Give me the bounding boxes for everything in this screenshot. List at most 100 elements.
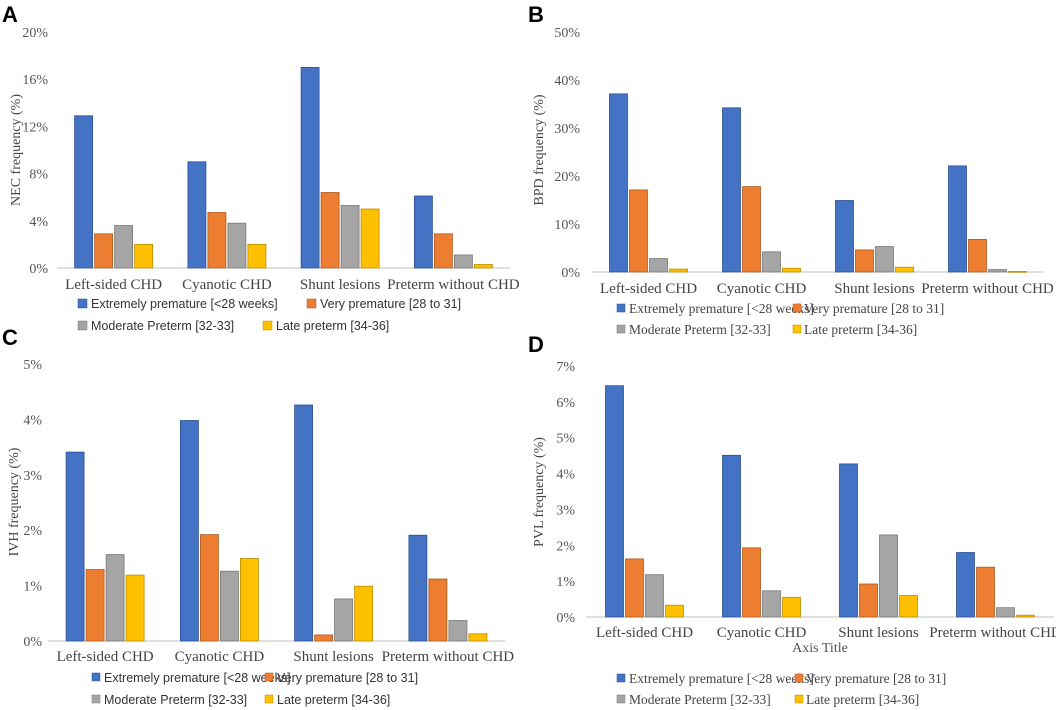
bar-very	[314, 634, 334, 642]
legend-label-extremely: Extremely premature [<28 weeks]	[629, 301, 814, 316]
bar-moderate	[227, 222, 247, 269]
y-tick-label: 5%	[23, 358, 42, 373]
category-label: Left-sided CHD	[57, 649, 154, 665]
bar-extremely	[948, 165, 967, 273]
y-tick-label: 8%	[29, 168, 48, 183]
y-tick-label: 6%	[556, 396, 575, 411]
panel-letter: D	[528, 332, 544, 357]
category-label: Cyanotic CHD	[717, 625, 807, 641]
bar-extremely	[722, 454, 741, 618]
bar-late	[782, 267, 801, 273]
bar-extremely	[294, 404, 314, 642]
category-label: Left-sided CHD	[600, 281, 697, 297]
bar-late	[1008, 271, 1027, 273]
y-tick-label: 2%	[556, 539, 575, 554]
category-label: Cyanotic CHD	[175, 649, 265, 665]
category-label: Shunt lesions	[293, 649, 374, 665]
x-axis-label: Axis Title	[792, 641, 848, 656]
category-labels: Left-sided CHD Cyanotic CHD Shunt lesions P…	[65, 277, 520, 293]
y-tick-label: 0%	[561, 266, 580, 281]
legend: Extremely premature [<28 weeks] Very pre…	[616, 671, 946, 707]
y-tick-label: 40%	[554, 74, 580, 89]
legend-swatch-late	[262, 320, 273, 331]
legend-swatch-moderate	[616, 694, 626, 704]
bars	[74, 67, 493, 269]
bar-very	[94, 233, 113, 269]
y-axis-label: BPD frequency (%)	[532, 94, 547, 206]
legend: Extremely premature [<28 weeks] Very pre…	[91, 671, 418, 707]
category-label: Shunt lesions	[834, 281, 915, 297]
legend-swatch-very	[792, 303, 802, 313]
y-tick-label: 0%	[556, 611, 575, 626]
legend-swatch-moderate	[77, 320, 88, 331]
category-labels: Left-sided CHD Cyanotic CHD Shunt lesions P…	[600, 281, 1054, 297]
y-tick-label: 20%	[554, 170, 580, 185]
bar-very	[742, 186, 761, 273]
bar-late	[895, 266, 914, 273]
bars	[65, 404, 488, 642]
legend-label-moderate: Moderate Preterm [32-33]	[629, 322, 771, 337]
bar-very	[433, 233, 453, 269]
bars	[609, 93, 1027, 273]
bar-extremely	[605, 385, 624, 618]
y-tick-label: 3%	[23, 469, 42, 484]
panel-b: B BPD frequency (%) 0% 10% 20% 30% 40% 50% Le…	[528, 2, 1054, 337]
legend-label-extremely: Extremely premature [<28 weeks]	[104, 671, 291, 685]
panel-letter: A	[2, 2, 18, 27]
bar-late	[473, 264, 493, 269]
bar-moderate	[996, 607, 1015, 618]
legend-label-moderate: Moderate Preterm [32-33]	[629, 692, 771, 707]
category-labels: Left-sided CHD Cyanotic CHD Shunt lesions P…	[57, 649, 515, 665]
legend-label-late: Late preterm [34-36]	[806, 692, 919, 707]
legend-label-moderate: Moderate Preterm [32-33]	[104, 693, 247, 707]
bar-extremely	[956, 552, 975, 618]
y-ticks: 0% 1% 2% 3% 4% 5%	[23, 358, 42, 650]
panel-c: C IVH frequency (%) 0% 1% 2% 3% 4% 5% Left-si…	[2, 325, 514, 707]
bar-moderate	[649, 258, 668, 273]
bar-very	[976, 566, 995, 618]
legend-label-very: Very premature [28 to 31]	[320, 297, 461, 311]
legend-label-very: Very premature [28 to 31]	[804, 301, 944, 316]
y-ticks: 0% 1% 2% 3% 4% 5% 6% 7%	[556, 360, 575, 626]
bar-late	[239, 558, 259, 642]
y-tick-label: 4%	[556, 468, 575, 483]
bar-extremely	[74, 115, 93, 269]
bar-moderate	[334, 598, 354, 642]
bar-moderate	[875, 246, 894, 273]
bar-moderate	[453, 254, 473, 269]
legend-swatch-late	[794, 694, 804, 704]
y-tick-label: 2%	[23, 524, 42, 539]
bar-very	[625, 558, 644, 618]
bar-moderate	[762, 590, 781, 618]
legend-swatch-extremely	[91, 672, 101, 682]
category-label: Left-sided CHD	[596, 625, 693, 641]
bar-moderate	[645, 574, 664, 618]
y-tick-label: 50%	[554, 26, 580, 41]
bar-extremely	[408, 534, 428, 642]
bar-extremely	[187, 161, 207, 269]
bar-very	[855, 249, 874, 273]
y-ticks: 0% 4% 8% 12% 16% 20%	[22, 26, 48, 277]
y-axis-label: PVL frequency (%)	[532, 437, 547, 547]
bar-late	[468, 633, 488, 642]
bar-extremely	[413, 195, 433, 269]
y-tick-label: 4%	[29, 215, 48, 230]
legend-swatch-late	[264, 694, 274, 704]
bar-moderate	[879, 534, 898, 618]
legend-swatch-late	[792, 324, 802, 334]
y-tick-label: 3%	[556, 503, 575, 518]
bar-very	[199, 534, 219, 642]
bar-moderate	[219, 570, 239, 642]
category-label: Preterm without CHD	[921, 281, 1054, 297]
y-tick-label: 1%	[23, 580, 42, 595]
category-label: Left-sided CHD	[65, 277, 162, 293]
bar-late	[899, 595, 918, 618]
legend-label-late: Late preterm [34-36]	[276, 319, 389, 333]
bar-late	[247, 243, 267, 269]
bars	[605, 385, 1035, 618]
legend-label-very: Very premature [28 to 31]	[277, 671, 418, 685]
legend-label-late: Late preterm [34-36]	[804, 322, 917, 337]
legend: Extremely premature [<28 weeks] Very pre…	[616, 301, 944, 337]
bar-very	[859, 583, 878, 618]
